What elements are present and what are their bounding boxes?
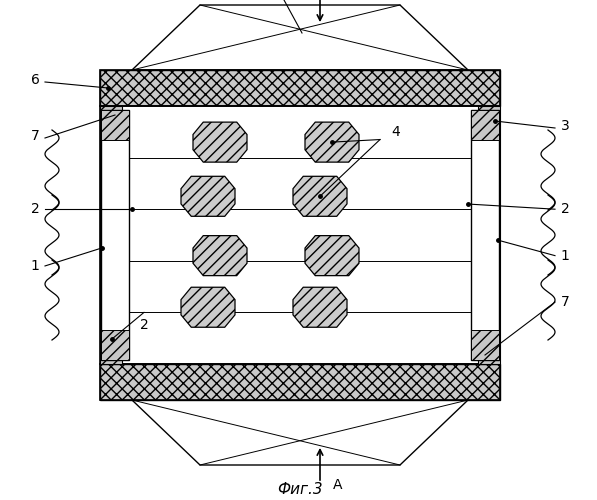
Polygon shape	[132, 400, 468, 465]
Bar	[471, 330, 499, 360]
Text: 1: 1	[561, 248, 570, 262]
Text: 2: 2	[140, 318, 149, 332]
Bar	[100, 364, 500, 400]
Polygon shape	[181, 176, 235, 216]
Polygon shape	[305, 236, 359, 276]
Bar	[100, 70, 500, 106]
Polygon shape	[193, 236, 247, 276]
Polygon shape	[132, 5, 468, 70]
Bar	[101, 330, 129, 360]
Bar	[100, 106, 500, 364]
Polygon shape	[181, 287, 235, 327]
Polygon shape	[293, 176, 347, 216]
Text: 2: 2	[561, 202, 570, 216]
Polygon shape	[305, 122, 359, 162]
Text: 3: 3	[561, 119, 570, 133]
Bar	[478, 106, 500, 364]
Text: 6: 6	[30, 73, 39, 87]
Text: Фиг.3: Фиг.3	[277, 482, 323, 498]
Bar	[100, 106, 122, 364]
Bar	[471, 110, 499, 360]
Polygon shape	[193, 122, 247, 162]
Text: 1: 1	[30, 259, 39, 273]
Polygon shape	[293, 287, 347, 327]
Bar	[100, 70, 500, 106]
Text: А: А	[333, 478, 343, 492]
Text: 4: 4	[392, 125, 401, 139]
Bar	[101, 110, 129, 140]
Bar	[100, 364, 500, 400]
Bar	[471, 110, 499, 140]
Bar	[101, 110, 129, 360]
Text: 7: 7	[30, 129, 39, 143]
Text: 2: 2	[30, 202, 39, 216]
Text: 7: 7	[561, 295, 570, 309]
